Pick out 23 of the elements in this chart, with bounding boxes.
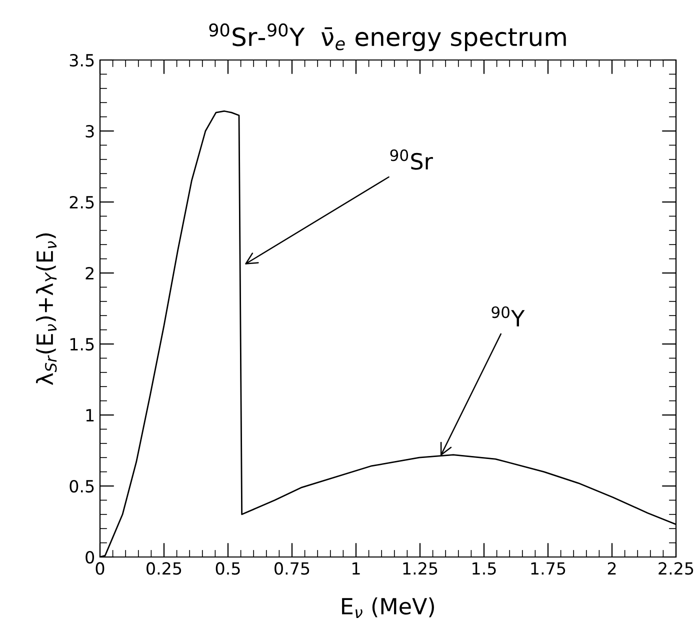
y-tick-label: 2: [86, 266, 94, 280]
x-tick-label: 0: [96, 562, 104, 575]
x-tick-label: 1.75: [531, 562, 566, 575]
x-tick-label: 0.25: [146, 562, 182, 575]
x-tick-label: 2.25: [658, 562, 694, 575]
y-tick-label: 2.5: [70, 196, 94, 209]
y-tick-label: 1.5: [70, 338, 94, 351]
annotation: $^{90}$Y: [492, 306, 525, 326]
x-tick-label: 0.5: [216, 562, 240, 575]
chart-title: $^{90}$Sr-$^{90}$Y ν̄$_{e}$ energy spectrum: [209, 23, 566, 52]
y-tick-label: 1: [86, 409, 94, 422]
y-tick-label: 0.5: [70, 480, 94, 493]
x-tick-label: 1.25: [403, 562, 438, 575]
y-tick-label: 3: [86, 124, 94, 138]
text: λ$_{Sr}$(E$_{ν}$)+λ$_{Y}$(E$_{ν}$): [36, 233, 57, 385]
x-tick-label: 2: [608, 562, 616, 575]
x-tick-label: 1: [352, 562, 360, 575]
y-tick-label: 3.5: [70, 54, 94, 67]
x-axis-title: E$_{ν}$ (MeV): [342, 597, 434, 618]
x-tick-label: 0.75: [274, 562, 310, 575]
x-tick-label: 1.5: [472, 562, 496, 575]
annotation: $^{90}$Sr: [390, 149, 433, 170]
y-tick-label: 0: [86, 550, 94, 564]
